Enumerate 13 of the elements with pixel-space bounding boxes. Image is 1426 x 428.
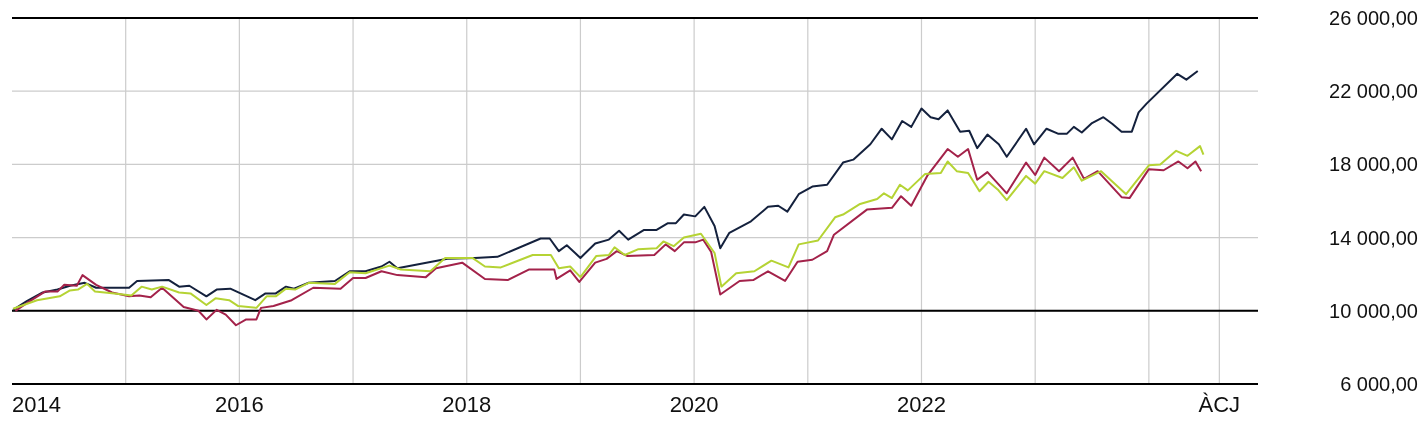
x-tick-label: 2016 bbox=[214, 392, 264, 417]
y-tick-label: 26 000,00 bbox=[1329, 7, 1418, 29]
x-tick-label: 2014 bbox=[12, 392, 61, 417]
y-tick-label: 10 000,00 bbox=[1329, 299, 1418, 322]
x-tick-label: 2020 bbox=[669, 392, 719, 417]
y-tick-label: 14 000,00 bbox=[1329, 226, 1418, 249]
line-series bbox=[12, 70, 1199, 311]
y-tick-label: 6 000,00 bbox=[1340, 373, 1418, 395]
x-tick-label: ÀCJ bbox=[1198, 392, 1241, 417]
y-tick-label: 18 000,00 bbox=[1329, 153, 1418, 176]
x-tick-label: 2018 bbox=[442, 392, 492, 417]
x-tick-label: 2022 bbox=[897, 392, 946, 417]
y-tick-label: 22 000,00 bbox=[1329, 80, 1418, 103]
